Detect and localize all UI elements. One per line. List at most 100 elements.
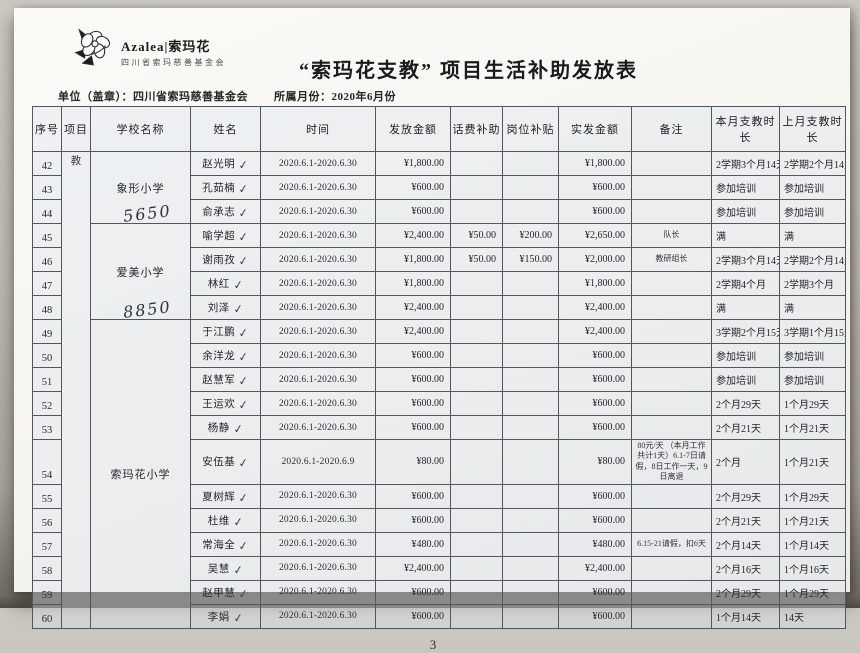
actual-amount: ¥2,400.00 bbox=[558, 295, 632, 320]
checkmark-icon: ✓ bbox=[237, 373, 250, 389]
previous-month-duration: 1个月21天 bbox=[779, 415, 846, 440]
teacher-name-text: 赵慧军 bbox=[202, 375, 236, 386]
serial-number: 53 bbox=[32, 415, 62, 440]
teacher-name-text: 赵光明 bbox=[202, 159, 236, 170]
time-range: 2020.6.1-2020.6.30 bbox=[260, 507, 376, 533]
current-month-duration: 2个月16天 bbox=[711, 555, 780, 581]
actual-amount: ¥2,650.00 bbox=[558, 223, 632, 248]
handwritten-number: 5650 bbox=[122, 201, 173, 224]
phone-subsidy bbox=[450, 295, 503, 320]
current-month-duration: 2学期3个月14天 bbox=[711, 151, 780, 176]
remark bbox=[631, 579, 712, 605]
phone-subsidy bbox=[450, 507, 503, 533]
current-month-duration: 2个月21天 bbox=[711, 415, 780, 440]
teacher-name: 王运欢 ✓ bbox=[190, 391, 261, 416]
actual-amount: ¥600.00 bbox=[558, 579, 632, 605]
current-month-duration: 2个月29天 bbox=[711, 483, 780, 509]
column-header: 岗位补贴 bbox=[502, 106, 559, 152]
remark bbox=[631, 555, 712, 581]
grant-amount: ¥600.00 bbox=[375, 483, 451, 509]
serial-number: 49 bbox=[32, 319, 62, 344]
time-range: 2020.6.1-2020.6.30 bbox=[260, 223, 376, 248]
page-title: “索玛花支教” 项目生活补助发放表 bbox=[299, 60, 638, 82]
payout-table: 序号 项目 学校名称 姓名 时间 发放金额 话费补助 岗位补贴 实发金额 备注 本月支教时长 上月支教… bbox=[32, 106, 846, 629]
teacher-name: 孔茹楠 ✓ bbox=[190, 175, 261, 200]
checkmark-icon: ✓ bbox=[237, 397, 250, 413]
school-name-cell: 索玛花小学 bbox=[90, 319, 191, 629]
remark bbox=[631, 295, 712, 320]
time-range: 2020.6.1-2020.6.30 bbox=[260, 415, 376, 440]
remark bbox=[631, 343, 712, 368]
phone-subsidy bbox=[450, 579, 503, 605]
actual-amount: ¥600.00 bbox=[558, 367, 632, 392]
teacher-name-text: 孔茹楠 bbox=[202, 183, 236, 194]
current-month-duration: 满 bbox=[711, 295, 780, 320]
phone-subsidy bbox=[450, 531, 503, 557]
school-name-cell: 象形小学 5650 bbox=[90, 151, 191, 224]
logo-organization-name: 四川省索玛慈善基金会 bbox=[121, 58, 226, 67]
remark: 队长 bbox=[631, 223, 712, 248]
phone-subsidy bbox=[450, 151, 503, 176]
checkmark-icon: ✓ bbox=[237, 253, 250, 269]
teacher-name: 谢雨孜 ✓ bbox=[190, 247, 261, 272]
actual-amount: ¥2,000.00 bbox=[558, 247, 632, 272]
handwritten-number: 8850 bbox=[122, 297, 173, 320]
column-header: 项目 bbox=[61, 106, 91, 152]
checkmark-icon: ✓ bbox=[232, 301, 245, 317]
column-header: 本月支教时长 bbox=[711, 106, 780, 152]
post-subsidy bbox=[502, 175, 559, 200]
actual-amount: ¥600.00 bbox=[558, 343, 632, 368]
remark bbox=[631, 415, 712, 440]
teacher-name-text: 安伍基 bbox=[202, 457, 236, 469]
time-range: 2020.6.1-2020.6.30 bbox=[260, 175, 376, 200]
phone-subsidy: ¥50.00 bbox=[450, 223, 503, 248]
phone-subsidy bbox=[450, 343, 503, 368]
time-range: 2020.6.1-2020.6.30 bbox=[260, 531, 376, 557]
post-subsidy bbox=[502, 415, 559, 440]
serial-number: 46 bbox=[32, 247, 62, 272]
grant-amount: ¥2,400.00 bbox=[375, 295, 451, 320]
time-range: 2020.6.1-2020.6.30 bbox=[260, 555, 376, 581]
table-row: 47 林红 ✓ 2020.6.1-2020.6.30 ¥1,800.00 ¥1,800.0… bbox=[32, 271, 846, 296]
previous-month-duration: 1个月14天 bbox=[779, 531, 846, 557]
table-row: 49 索玛花小学 于江鹏 ✓ 2020.6.1-2020.6.30 ¥2,400.00 ¥2… bbox=[32, 319, 846, 629]
checkmark-icon: ✓ bbox=[237, 181, 250, 197]
checkmark-icon: ✓ bbox=[237, 157, 250, 173]
current-month-duration: 参加培训 bbox=[711, 175, 780, 200]
previous-month-duration: 1个月29天 bbox=[779, 483, 846, 509]
grant-amount: ¥600.00 bbox=[375, 175, 451, 200]
current-month-duration: 参加培训 bbox=[711, 343, 780, 368]
current-month-duration: 2个月29天 bbox=[711, 391, 780, 416]
actual-amount: ¥600.00 bbox=[558, 391, 632, 416]
column-header: 学校名称 bbox=[90, 106, 191, 152]
current-month-duration: 3学期2个月15天 bbox=[711, 319, 780, 344]
checkmark-icon: ✓ bbox=[232, 513, 245, 530]
grant-amount: ¥2,400.00 bbox=[375, 555, 451, 581]
teacher-name-text: 于江鹏 bbox=[202, 327, 236, 338]
school-name: 爱美小学 bbox=[116, 266, 165, 279]
teacher-name: 赵慧军 ✓ bbox=[190, 367, 261, 392]
checkmark-icon: ✓ bbox=[237, 537, 250, 554]
teacher-name-text: 王运欢 bbox=[202, 399, 236, 410]
checkmark-icon: ✓ bbox=[237, 489, 250, 506]
checkmark-icon: ✓ bbox=[237, 205, 250, 221]
previous-month-duration: 2学期2个月14天 bbox=[779, 151, 846, 176]
previous-month-duration: 参加培训 bbox=[779, 199, 846, 224]
remark bbox=[631, 507, 712, 533]
post-subsidy bbox=[502, 271, 559, 296]
checkmark-icon: ✓ bbox=[237, 349, 250, 365]
checkmark-icon: ✓ bbox=[237, 585, 250, 602]
time-range: 2020.6.1-2020.6.30 bbox=[260, 579, 376, 605]
checkmark-icon: ✓ bbox=[232, 421, 245, 437]
teacher-name: 余洋龙 ✓ bbox=[190, 343, 261, 368]
page-number: 3 bbox=[429, 636, 438, 652]
previous-month-duration: 2学期3个月 bbox=[779, 271, 846, 296]
serial-number: 54 bbox=[32, 439, 62, 485]
table-row: 56 杜维 ✓ 2020.6.1-2020.6.30 ¥600.00 ¥600.00 2个月… bbox=[32, 507, 846, 533]
teacher-name-text: 林红 bbox=[207, 279, 230, 290]
actual-amount: ¥600.00 bbox=[558, 199, 632, 224]
remark: 80元/天 （本月工作共计1天）6.1-7日请假，8日工作一天，9日离退 bbox=[631, 439, 712, 485]
remark bbox=[631, 483, 712, 509]
remark: 6.15-21请假，扣6天 bbox=[631, 531, 712, 557]
azalea-flower-icon bbox=[74, 28, 111, 66]
